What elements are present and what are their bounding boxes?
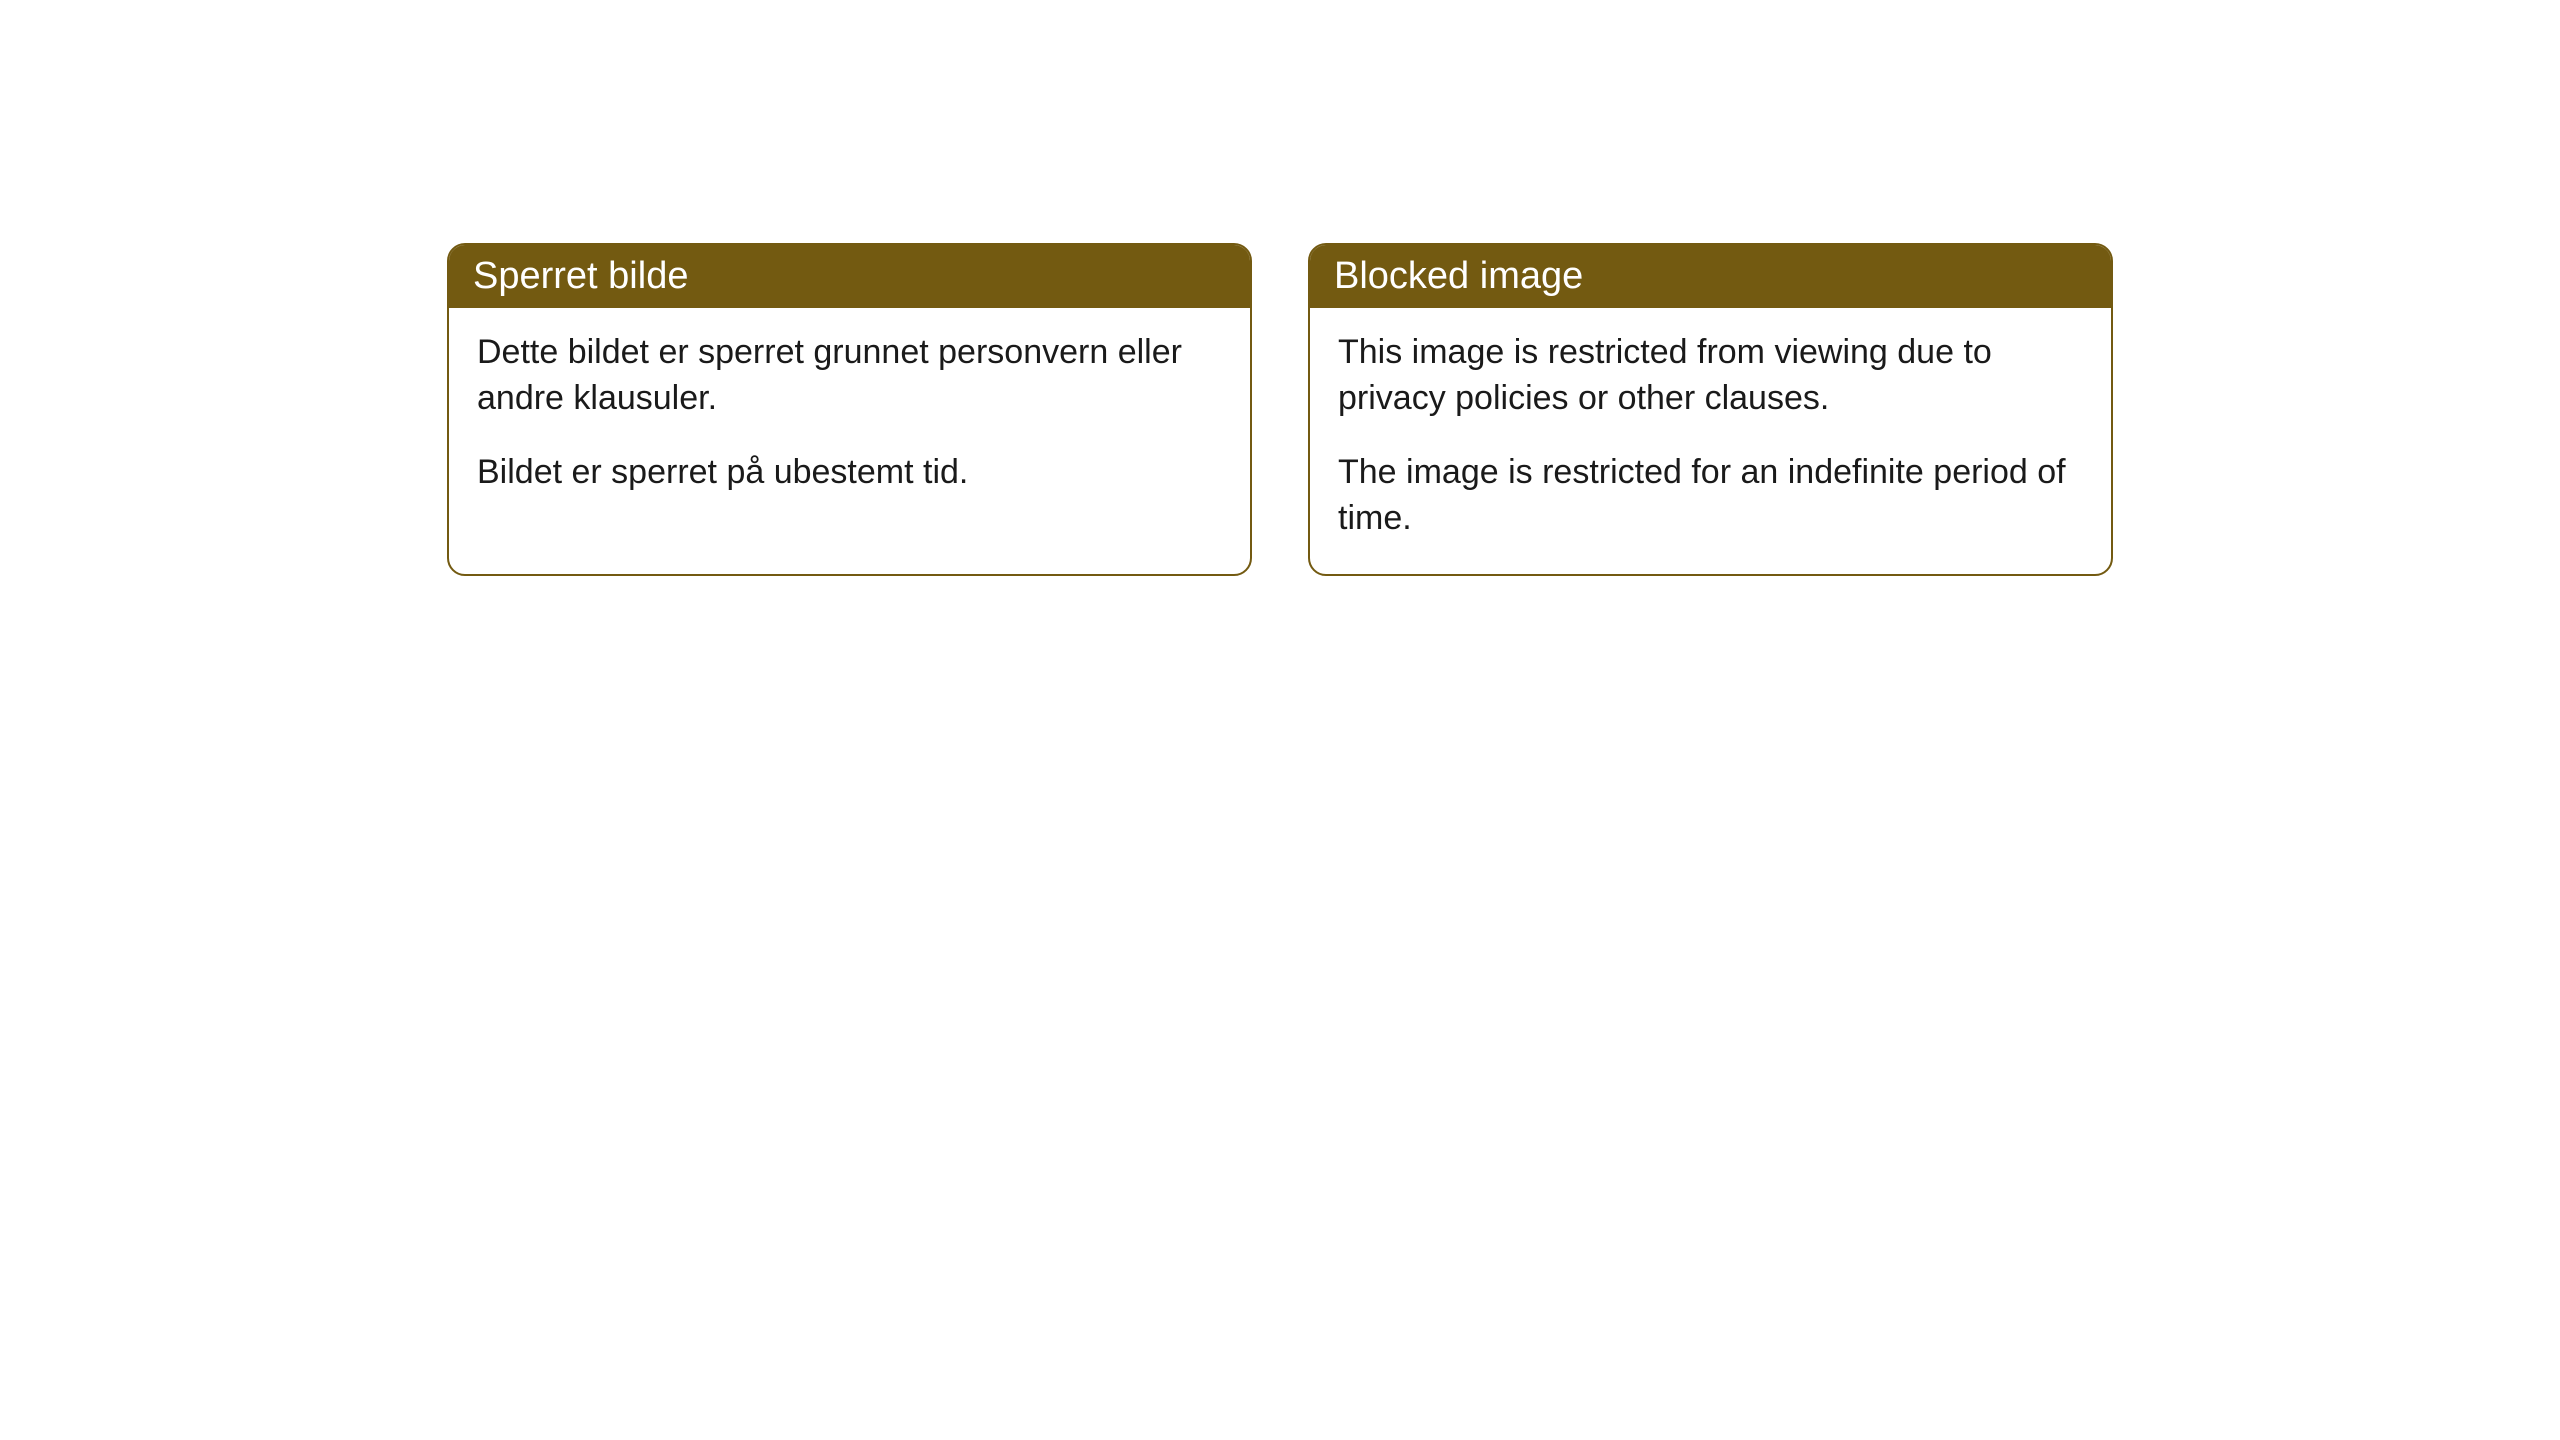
card-title: Sperret bilde (473, 255, 688, 297)
card-paragraph: Bildet er sperret på ubestemt tid. (477, 450, 1222, 496)
card-header: Blocked image (1310, 245, 2111, 308)
card-title: Blocked image (1334, 255, 1583, 297)
card-header: Sperret bilde (449, 245, 1250, 308)
card-paragraph: The image is restricted for an indefinit… (1338, 450, 2083, 542)
blocked-image-card-english: Blocked image This image is restricted f… (1308, 243, 2113, 576)
card-body: Dette bildet er sperret grunnet personve… (449, 308, 1250, 528)
card-paragraph: Dette bildet er sperret grunnet personve… (477, 330, 1222, 422)
notice-cards-container: Sperret bilde Dette bildet er sperret gr… (447, 243, 2113, 576)
card-body: This image is restricted from viewing du… (1310, 308, 2111, 574)
card-paragraph: This image is restricted from viewing du… (1338, 330, 2083, 422)
blocked-image-card-norwegian: Sperret bilde Dette bildet er sperret gr… (447, 243, 1252, 576)
